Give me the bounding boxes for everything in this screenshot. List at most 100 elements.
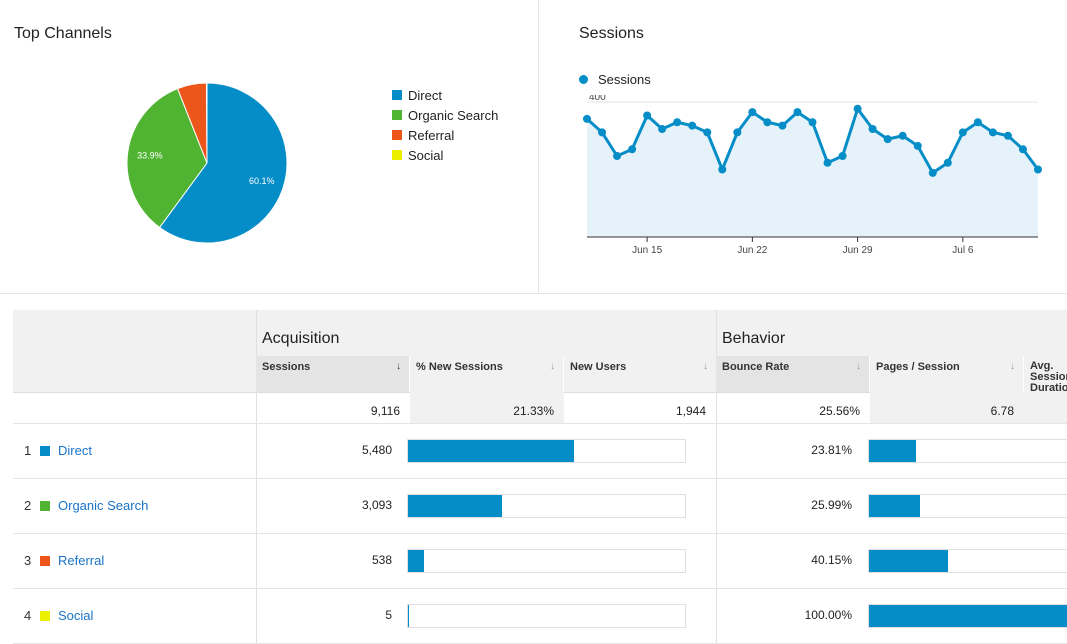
sessions-point[interactable] xyxy=(823,158,832,167)
sessions-point[interactable] xyxy=(928,168,937,177)
row-sessions: 3,093 xyxy=(361,498,392,512)
pie-slice-organic-search[interactable] xyxy=(126,87,208,229)
sort-icon[interactable]: ↓ xyxy=(1010,361,1015,372)
col-divider xyxy=(256,310,257,644)
bounce-bar-fill xyxy=(869,605,1067,627)
col-header-label: % New Sessions xyxy=(416,361,503,373)
total-sessions: 9,116 xyxy=(370,404,400,418)
legend-label: Organic Search xyxy=(408,107,499,123)
sessions-legend[interactable]: Sessions xyxy=(579,72,651,87)
sessions-point[interactable] xyxy=(808,118,817,127)
bounce-bar xyxy=(868,549,1067,573)
sessions-point[interactable] xyxy=(688,121,697,130)
top-channels-legend: Direct Organic Search Referral Social xyxy=(392,85,498,165)
sessions-point[interactable] xyxy=(598,128,607,137)
legend-item-organic-search[interactable]: Organic Search xyxy=(392,105,498,125)
sessions-point[interactable] xyxy=(898,131,907,140)
row-swatch xyxy=(40,555,50,566)
row-number: 4 xyxy=(24,608,32,623)
bounce-bar xyxy=(868,604,1067,628)
sessions-point[interactable] xyxy=(838,152,847,160)
sessions-point[interactable] xyxy=(583,114,591,123)
pie-slice-direct[interactable] xyxy=(158,82,288,244)
legend-item-direct[interactable]: Direct xyxy=(392,85,498,105)
bounce-bar-fill xyxy=(869,495,921,517)
sessions-legend-label: Sessions xyxy=(598,72,651,87)
sort-icon[interactable]: ↓ xyxy=(856,361,861,372)
row-divider xyxy=(13,533,1067,534)
sessions-point[interactable] xyxy=(958,128,967,137)
row-number: 1 xyxy=(24,443,32,458)
legend-label: Direct xyxy=(408,87,442,103)
sessions-point[interactable] xyxy=(703,128,712,137)
sessions-bar xyxy=(407,494,686,518)
col-header-label: Avg. Session Duration xyxy=(1030,360,1067,393)
group-acquisition: Acquisition xyxy=(262,330,340,347)
sessions-point[interactable] xyxy=(853,104,862,113)
col-header-pages-session[interactable]: Pages / Session ↓ xyxy=(870,356,1024,392)
y-tick-label: 400 xyxy=(589,95,606,103)
row-swatch xyxy=(40,445,50,456)
sessions-point[interactable] xyxy=(988,128,997,137)
row-swatch xyxy=(40,500,50,511)
sessions-point[interactable] xyxy=(793,108,802,117)
bounce-bar xyxy=(868,439,1067,463)
totals-bg xyxy=(870,392,1024,424)
legend-item-referral[interactable]: Referral xyxy=(392,125,498,145)
col-header-new-sessions[interactable]: % New Sessions ↓ xyxy=(410,356,564,392)
sessions-point[interactable] xyxy=(973,118,982,127)
sessions-point[interactable] xyxy=(913,141,922,150)
legend-label: Social xyxy=(408,147,444,163)
sessions-point[interactable] xyxy=(748,108,757,117)
sort-icon[interactable]: ↓ xyxy=(550,361,555,372)
sessions-point[interactable] xyxy=(613,152,622,160)
row-number: 3 xyxy=(24,553,32,568)
col-header-new-users[interactable]: New Users ↓ xyxy=(564,356,716,392)
sessions-point[interactable] xyxy=(628,145,637,154)
total-pages-session: 6.78 xyxy=(990,404,1014,418)
top-channels-title: Top Channels xyxy=(14,25,112,42)
row-divider xyxy=(13,588,1067,589)
legend-swatch xyxy=(392,110,402,120)
sessions-point[interactable] xyxy=(733,128,742,137)
sessions-bar-fill xyxy=(408,550,425,572)
row-link-social[interactable]: Social xyxy=(58,608,94,623)
col-header-label: Pages / Session xyxy=(876,361,960,373)
sessions-point[interactable] xyxy=(868,125,877,133)
x-tick-label: Jun 22 xyxy=(737,245,767,256)
col-header-avg-session-duration[interactable]: Avg. Session Duration xyxy=(1024,356,1067,393)
row-divider xyxy=(13,423,1067,424)
x-tick-label: Jun 29 xyxy=(843,245,873,256)
sessions-point[interactable] xyxy=(943,158,952,167)
row-bounce-rate: 100.00% xyxy=(804,608,852,622)
section-divider xyxy=(0,293,1067,294)
sessions-point[interactable] xyxy=(883,135,892,144)
col-header-bounce-rate[interactable]: Bounce Rate ↓ xyxy=(716,356,870,392)
legend-swatch xyxy=(392,90,402,100)
sessions-point[interactable] xyxy=(778,121,787,130)
pie-slice-social[interactable] xyxy=(205,82,208,164)
sessions-point[interactable] xyxy=(658,125,667,133)
row-sessions: 5,480 xyxy=(361,443,392,457)
row-bounce-rate: 25.99% xyxy=(811,498,852,512)
col-header-sessions[interactable]: Sessions ↓ xyxy=(256,356,410,392)
sessions-point[interactable] xyxy=(1018,145,1027,154)
sessions-bar-fill xyxy=(408,605,410,627)
sessions-point[interactable] xyxy=(673,118,682,127)
sessions-point[interactable] xyxy=(718,165,727,174)
row-link-direct[interactable]: Direct xyxy=(58,443,92,458)
total-bounce-rate: 25.56% xyxy=(819,404,860,418)
sessions-point[interactable] xyxy=(643,111,652,120)
sessions-point[interactable] xyxy=(1003,131,1012,140)
sessions-bar xyxy=(407,604,686,628)
top-channels-pie[interactable]: 60.1% 33.9% xyxy=(120,76,294,250)
row-link-referral[interactable]: Referral xyxy=(58,553,105,568)
sessions-bar xyxy=(407,549,686,573)
sort-icon[interactable]: ↓ xyxy=(703,361,708,372)
sessions-point[interactable] xyxy=(1034,165,1042,174)
legend-item-social[interactable]: Social xyxy=(392,145,498,165)
row-link-organic-search[interactable]: Organic Search xyxy=(58,498,149,513)
sessions-point[interactable] xyxy=(763,118,772,127)
sort-down-icon[interactable]: ↓ xyxy=(396,361,401,372)
